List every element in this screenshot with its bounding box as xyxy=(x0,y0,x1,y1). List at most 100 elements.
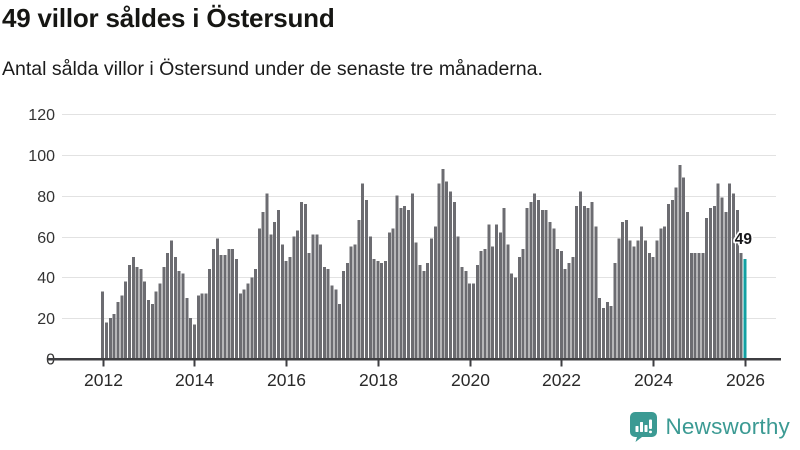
bar xyxy=(185,297,189,359)
bar xyxy=(300,201,303,359)
bar xyxy=(342,271,345,359)
bar xyxy=(147,299,151,359)
bar xyxy=(120,295,124,359)
bar xyxy=(128,265,131,359)
chart-subtitle: Antal sålda villor i Östersund under de … xyxy=(2,58,543,80)
bar xyxy=(116,301,120,359)
bar xyxy=(261,212,265,359)
bar xyxy=(655,240,659,359)
bar xyxy=(460,267,464,359)
bar xyxy=(238,293,242,359)
bar xyxy=(586,207,590,359)
bar xyxy=(441,169,445,359)
bar xyxy=(322,267,326,359)
bar xyxy=(720,197,724,359)
bar xyxy=(131,256,135,359)
bar xyxy=(739,252,743,359)
bar xyxy=(150,303,154,359)
bar xyxy=(640,226,644,359)
bar xyxy=(659,228,663,359)
bar xyxy=(418,265,422,359)
y-axis-tick-label: 60 xyxy=(37,230,55,247)
bar xyxy=(173,256,177,359)
bar xyxy=(540,210,544,359)
bar xyxy=(686,212,690,359)
bar xyxy=(246,283,250,359)
bar xyxy=(567,263,571,359)
bar xyxy=(487,224,491,360)
bar xyxy=(617,238,621,359)
bar xyxy=(464,271,468,359)
bar xyxy=(663,226,667,359)
bar xyxy=(452,201,456,359)
bar xyxy=(701,252,705,359)
bar xyxy=(632,246,636,359)
bar xyxy=(716,183,720,359)
bar xyxy=(651,256,655,359)
bar xyxy=(208,269,212,359)
bar xyxy=(491,246,495,359)
bar xyxy=(426,263,430,359)
bar xyxy=(108,318,112,359)
bar xyxy=(582,205,586,359)
bar xyxy=(288,256,292,359)
bar xyxy=(372,259,376,359)
bar xyxy=(170,240,173,359)
bar xyxy=(571,256,575,359)
bar xyxy=(292,236,296,359)
bar xyxy=(384,261,388,359)
bar xyxy=(624,220,628,359)
bar xyxy=(628,240,632,359)
bar xyxy=(689,252,693,359)
bar xyxy=(674,187,678,359)
bar xyxy=(705,218,709,359)
bar xyxy=(456,236,460,359)
bar xyxy=(257,228,261,359)
bar xyxy=(579,191,582,359)
bar xyxy=(498,232,502,359)
bar xyxy=(395,195,399,359)
bar xyxy=(368,236,372,359)
bar xyxy=(181,273,185,360)
x-axis-tick-label: 2014 xyxy=(175,370,214,390)
bar xyxy=(326,269,330,359)
bar xyxy=(728,183,732,359)
bar xyxy=(506,244,510,359)
bar xyxy=(590,201,594,359)
x-axis-tick-label: 2018 xyxy=(359,370,398,390)
bar xyxy=(552,228,556,359)
bar xyxy=(609,305,613,359)
speech-bubble-shape xyxy=(630,412,658,442)
bar xyxy=(735,210,739,359)
bar xyxy=(162,267,166,359)
bar xyxy=(154,291,158,359)
y-axis-tick-label: 40 xyxy=(37,270,55,287)
bar xyxy=(445,181,449,359)
bar xyxy=(525,207,529,359)
bar xyxy=(594,226,598,359)
y-axis-tick-label: 80 xyxy=(37,189,55,206)
bar xyxy=(613,263,617,359)
bar xyxy=(189,318,193,359)
bar xyxy=(414,242,418,359)
bar xyxy=(403,205,407,359)
bar xyxy=(556,248,560,359)
bar xyxy=(311,234,315,359)
bar xyxy=(250,277,254,359)
value-annotation: 49 xyxy=(735,231,753,248)
x-axis-tick-label: 2022 xyxy=(542,370,581,390)
bar xyxy=(647,252,651,359)
bar xyxy=(307,252,311,359)
bar xyxy=(510,273,514,360)
bar xyxy=(693,252,697,359)
bar xyxy=(399,207,403,359)
bar xyxy=(724,212,728,359)
bar xyxy=(494,224,498,360)
bar xyxy=(135,267,139,359)
bar xyxy=(670,199,674,360)
bar xyxy=(143,281,147,359)
bar xyxy=(265,193,269,359)
bar xyxy=(231,248,235,359)
bar xyxy=(349,246,353,359)
